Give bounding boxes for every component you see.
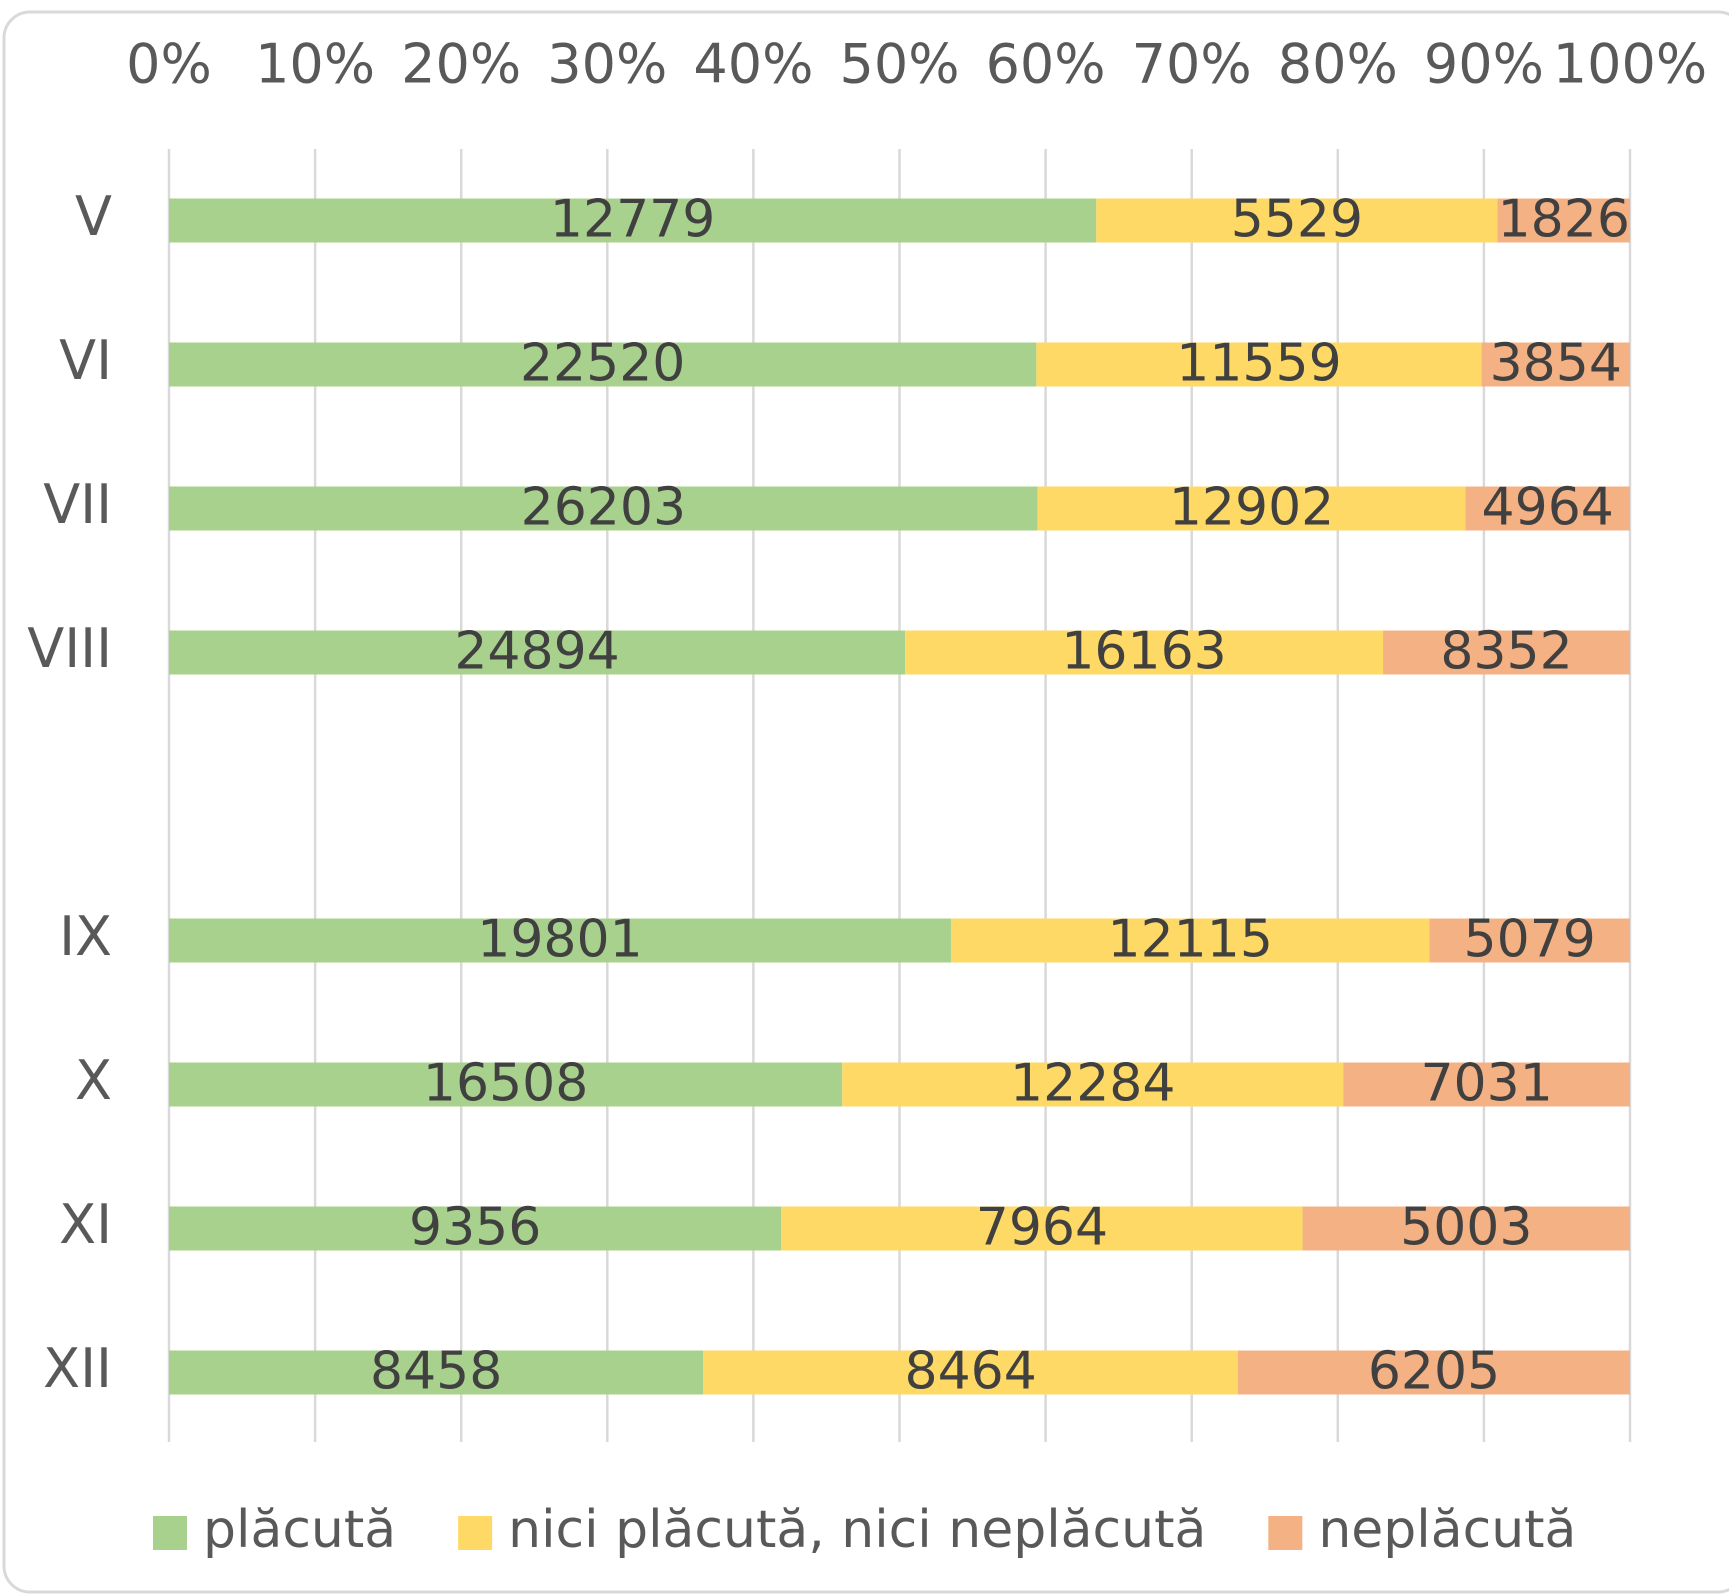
- bar-segment: [169, 1062, 843, 1107]
- bar-segment: [781, 1206, 1303, 1251]
- bar-segment: [1481, 342, 1630, 387]
- x-tick-label: 100%: [1553, 33, 1707, 96]
- x-tick-label: 70%: [1132, 33, 1252, 96]
- bar-segment: [1383, 630, 1630, 675]
- data-label: 5529: [1231, 190, 1363, 250]
- bar-segment: [1343, 1062, 1630, 1107]
- legend-label: nici plăcută, nici neplăcută: [508, 1500, 1206, 1560]
- x-tick-label: 0%: [126, 33, 212, 96]
- data-label: 12115: [1107, 910, 1272, 970]
- data-label: 9356: [409, 1198, 541, 1258]
- bar-segment: [169, 918, 951, 963]
- bar-segment: [1302, 1206, 1630, 1251]
- bar-segment: [1037, 486, 1466, 531]
- data-label: 4964: [1482, 478, 1614, 538]
- y-tick-label: VIII: [27, 617, 112, 680]
- data-label: 7031: [1420, 1054, 1552, 1114]
- data-label: 12779: [550, 190, 715, 250]
- x-tick-label: 10%: [255, 33, 375, 96]
- y-tick-label: XI: [59, 1193, 112, 1256]
- bar-segment: [950, 918, 1430, 963]
- data-label: 26203: [521, 478, 686, 538]
- data-label: 22520: [520, 334, 685, 394]
- legend-swatch: [1268, 1516, 1303, 1550]
- data-label: 7964: [976, 1198, 1108, 1258]
- y-tick-label: V: [75, 185, 112, 248]
- data-label: 6205: [1368, 1342, 1500, 1402]
- y-tick-label: X: [75, 1049, 112, 1112]
- x-tick-label: 80%: [1278, 33, 1398, 96]
- bar-segment: [169, 1350, 704, 1395]
- data-label: 19801: [477, 910, 642, 970]
- y-tick-label: VI: [59, 329, 112, 392]
- legend-label: neplăcută: [1318, 1500, 1576, 1560]
- x-tick-label: 20%: [401, 33, 521, 96]
- y-tick-label: VII: [43, 473, 112, 536]
- data-label: 5003: [1400, 1198, 1532, 1258]
- bar-segment: [1036, 342, 1482, 387]
- data-label: 8464: [904, 1342, 1036, 1402]
- y-tick-label: XII: [43, 1337, 112, 1400]
- bar-segment: [1497, 198, 1630, 243]
- bar-segment: [169, 630, 906, 675]
- data-label: 16163: [1061, 622, 1226, 682]
- legend-swatch: [153, 1516, 187, 1550]
- bar-segment: [169, 198, 1097, 243]
- x-tick-label: 40%: [693, 33, 813, 96]
- x-tick-label: 30%: [547, 33, 667, 96]
- y-tick-label: IX: [59, 905, 112, 968]
- data-label: 8458: [370, 1342, 502, 1402]
- chart-frame: [2, 10, 1729, 1594]
- bar-segment: [703, 1350, 1239, 1395]
- data-label: 12902: [1169, 478, 1334, 538]
- data-label: 3854: [1490, 334, 1622, 394]
- x-tick-label: 90%: [1424, 33, 1544, 96]
- legend-swatch: [458, 1516, 493, 1550]
- data-label: 11559: [1176, 334, 1341, 394]
- data-label: 12284: [1010, 1054, 1175, 1114]
- data-label: 24894: [454, 622, 619, 682]
- bar-segment: [1238, 1350, 1630, 1395]
- bar-segment: [169, 342, 1037, 387]
- bar-segment: [1465, 486, 1630, 531]
- x-tick-label: 60%: [986, 33, 1106, 96]
- bar-segment: [1429, 918, 1630, 963]
- data-label: 5079: [1464, 910, 1596, 970]
- bar-segment: [905, 630, 1384, 675]
- data-label: 1826: [1498, 190, 1630, 250]
- bar-segment: [842, 1062, 1344, 1107]
- bar-segment: [169, 1206, 782, 1251]
- bar-segment: [169, 486, 1038, 531]
- data-label: 8352: [1440, 622, 1572, 682]
- x-tick-label: 50%: [839, 33, 959, 96]
- legend-label: plăcută: [203, 1500, 396, 1560]
- bar-segment: [1096, 198, 1498, 243]
- data-label: 16508: [423, 1054, 588, 1114]
